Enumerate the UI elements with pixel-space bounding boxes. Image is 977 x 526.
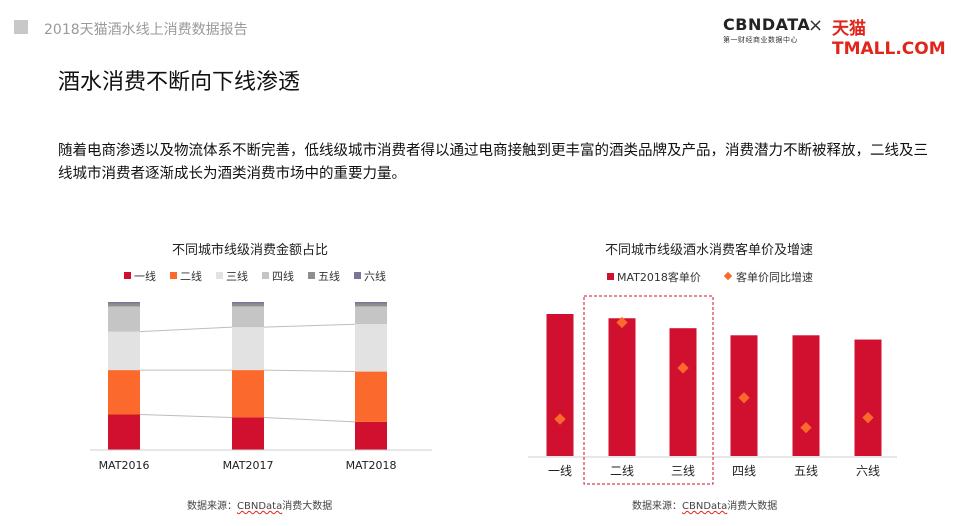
header-marker [14,20,28,34]
chart2-growth-point [677,362,689,374]
logo-separator: × [808,15,824,36]
chart2-legend-label-diamond: 客单价同比增速 [736,270,813,284]
chart1-legend-swatch [354,272,361,279]
chart1-legend-label: 四线 [272,269,294,283]
chart2-source-brand: CBNData [682,501,728,512]
chart2-legend-swatch-diamond [723,271,733,281]
chart2-bar [546,314,574,456]
chart1-legend-swatch [124,272,131,279]
chart2-source-prefix: 数据来源： [632,501,682,512]
chart2-bar [792,335,820,456]
chart1-bar-segment [355,303,387,307]
tmall-logo: 天猫 TMALL.COM [832,19,946,59]
chart1-bar-segment [108,303,140,307]
chart2-x-tick-label: 二线 [610,464,634,478]
chart1-x-tick-label: MAT2016 [99,459,150,472]
chart2-x-tick-label: 一线 [548,464,572,478]
report-title: 2018天猫酒水线上消费数据报告 [44,22,248,38]
chart1-connector-line [263,323,356,328]
chart1-legend-swatch [216,272,223,279]
chart1-bar-segment [232,303,264,307]
chart2-legend-swatch-bar [607,273,614,280]
chart1-bar-segment [232,306,264,328]
chart1-bar-segment [108,370,140,415]
chart2-legend-label-bar: MAT2018客单价 [617,270,701,284]
chart2-x-tick-label: 四线 [732,464,756,478]
chart1-connector-line [139,413,233,418]
chart2-growth-point [862,412,874,424]
chart2-growth-point [800,421,812,434]
chart2-highlight-box [583,295,714,485]
chart1-bar-segment [232,327,264,371]
body-paragraph: 随着电商渗透以及物流体系不断完善，低线级城市消费者得以通过电商接触到更丰富的酒类… [58,143,928,182]
chart1-bar-segment [108,306,140,332]
chart1-bar-segment [232,417,264,450]
chart1-legend-label: 六线 [364,269,386,283]
chart2-growth-point [738,392,750,404]
chart1-connector-line [139,326,233,333]
chart1-x-tick-label: MAT2017 [223,459,274,472]
chart2-title: 不同城市线级酒水消费客单价及增速 [605,242,813,258]
chart1-connector-line [263,416,356,423]
chart2-growth-point [554,413,566,425]
chart1-source-suffix: 消费大数据 [282,501,333,512]
chart1-legend-swatch [308,272,315,279]
chart1-source-prefix: 数据来源： [187,501,237,512]
chart1-legend-swatch [170,272,177,279]
page-title: 酒水消费不断向下线渗透 [58,70,301,95]
chart1-legend-swatch [262,272,269,279]
chart1-bar-segment [108,331,140,371]
chart2-bar [669,328,697,456]
chart1-legend-label: 五线 [318,269,340,283]
chart1-connector-line [263,369,356,373]
chart2-bar [608,318,636,456]
chart1-bar-segment [355,421,387,450]
chart1-bar-segment [355,371,387,422]
chart1-bar-segment [355,302,387,304]
chart1-legend-label: 三线 [226,269,248,283]
chart1-legend-label: 一线 [134,269,156,283]
cbndata-logo: CBNDATA [723,15,811,34]
chart1-bar-segment [355,306,387,325]
chart1-bar-segment [108,414,140,450]
chart1-title: 不同城市线级消费金额占比 [172,242,328,258]
chart2-source: 数据来源：CBNData消费大数据 [632,497,777,512]
chart1-bar-segment [232,302,264,304]
chart2-source-suffix: 消费大数据 [727,501,778,512]
cbndata-logo-subtitle: 第一财经商业数据中心 [723,36,798,44]
chart1-source: 数据来源：CBNData消费大数据 [187,497,332,512]
chart2-x-tick-label: 三线 [671,464,695,478]
chart1-source-brand: CBNData [237,501,283,512]
chart1-legend-label: 二线 [180,269,202,283]
chart1-bar-segment [232,370,264,418]
chart1-bar-segment [108,302,140,304]
chart1-x-tick-label: MAT2018 [346,459,397,472]
chart2-x-tick-label: 六线 [856,464,880,478]
chart1-bar-segment [355,324,387,372]
chart2-growth-point [616,316,628,329]
chart2-bar [854,339,882,456]
chart2-x-tick-label: 五线 [794,464,818,478]
